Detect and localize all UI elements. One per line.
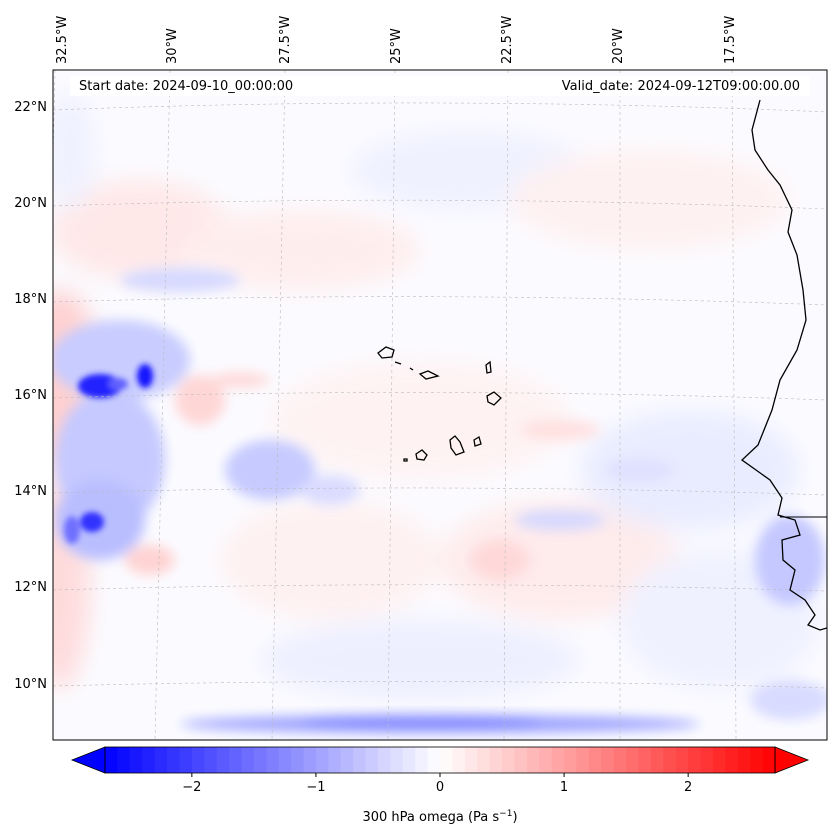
colorbar-label-exponent: −1 [499, 809, 512, 819]
lat-label: 16°N [14, 388, 47, 403]
colorbar-extend-low [70, 746, 106, 774]
colorbar-cells [105, 747, 776, 773]
colorbar-cell [725, 747, 739, 773]
lon-label: 30°W [165, 28, 180, 64]
lat-label: 22°N [14, 100, 47, 115]
colorbar-cell [179, 747, 193, 773]
colorbar-cell [700, 747, 714, 773]
colorbar-cell [266, 747, 280, 773]
colorbar-cell [291, 747, 305, 773]
colorbar-cell [229, 747, 243, 773]
colorbar-cell [712, 747, 726, 773]
colorbar-cell [464, 747, 478, 773]
colorbar-cell [303, 747, 317, 773]
colorbar-tick-label: 1 [560, 780, 568, 795]
lon-label: 20°W [611, 28, 626, 64]
colorbar-cell [539, 747, 553, 773]
lat-label: 14°N [14, 484, 47, 499]
colorbar-cell [167, 747, 181, 773]
colorbar-cell [241, 747, 255, 773]
lat-label: 18°N [14, 292, 47, 307]
colorbar-cell [204, 747, 218, 773]
colorbar-cell [191, 747, 205, 773]
colorbar: −2 −1 0 1 2 300 hPa omega (Pa s−1) [70, 746, 810, 825]
colorbar-cell [278, 747, 292, 773]
colorbar-cell [762, 747, 776, 773]
lon-label: 25°W [389, 28, 404, 64]
colorbar-cell [154, 747, 168, 773]
colorbar-cell [514, 747, 528, 773]
colorbar-cell [340, 747, 354, 773]
colorbar-cell [663, 747, 677, 773]
colorbar-cell [564, 747, 578, 773]
longitude-labels: 32.5°W 30°W 27.5°W 25°W 22.5°W 20°W 17.5… [55, 16, 738, 64]
lon-label: 27.5°W [278, 16, 293, 64]
colorbar-tick-label: 0 [436, 780, 444, 795]
colorbar-cell [328, 747, 342, 773]
colorbar-extend-high [774, 746, 810, 774]
colorbar-cell [588, 747, 602, 773]
lon-label: 32.5°W [55, 16, 70, 64]
gridlines [53, 70, 827, 740]
lat-label: 10°N [14, 677, 47, 692]
colorbar-cell [440, 747, 454, 773]
colorbar-cell [253, 747, 267, 773]
map-panel: Start date: 2024-09-10_00:00:00 Valid_da… [52, 69, 828, 741]
lon-label: 17.5°W [723, 16, 738, 64]
colorbar-cell [737, 747, 751, 773]
latitude-labels: 22°N 20°N 18°N 16°N 14°N 12°N 10°N [14, 100, 47, 692]
colorbar-cell [675, 747, 689, 773]
colorbar-cell [365, 747, 379, 773]
colorbar-cell [650, 747, 664, 773]
colorbar-cell [477, 747, 491, 773]
valid-date-label: Valid_date: 2024-09-12T09:00:00.00 [562, 79, 800, 94]
lat-label: 20°N [14, 196, 47, 211]
colorbar-cell [526, 747, 540, 773]
cape-verde-islands [377, 346, 502, 462]
colorbar-cell [489, 747, 503, 773]
colorbar-ticks: −2 −1 0 1 2 [182, 773, 692, 795]
colorbar-cell [415, 747, 429, 773]
colorbar-cell [216, 747, 230, 773]
omega-field [53, 70, 827, 740]
colorbar-cell [638, 747, 652, 773]
colorbar-cell [117, 747, 131, 773]
colorbar-cell [129, 747, 143, 773]
colorbar-cell [576, 747, 590, 773]
colorbar-tick-label: −1 [306, 780, 325, 795]
colorbar-cell [105, 747, 119, 773]
colorbar-cell [750, 747, 764, 773]
colorbar-cell [601, 747, 615, 773]
colorbar-cell [452, 747, 466, 773]
colorbar-cell [377, 747, 391, 773]
colorbar-cell [353, 747, 367, 773]
colorbar-cell [315, 747, 329, 773]
colorbar-cell [613, 747, 627, 773]
colorbar-cell [427, 747, 441, 773]
coastline-africa [740, 99, 827, 631]
colorbar-label: 300 hPa omega (Pa s−1) [362, 809, 517, 825]
colorbar-cell [390, 747, 404, 773]
colorbar-cell [142, 747, 156, 773]
colorbar-cell [688, 747, 702, 773]
lat-label: 12°N [14, 580, 47, 595]
colorbar-cell [626, 747, 640, 773]
lon-label: 22.5°W [500, 16, 515, 64]
colorbar-tick-label: 2 [684, 780, 692, 795]
colorbar-tick-label: −2 [182, 780, 201, 795]
colorbar-cell [402, 747, 416, 773]
colorbar-cell [551, 747, 565, 773]
start-date-label: Start date: 2024-09-10_00:00:00 [79, 79, 293, 94]
colorbar-cell [502, 747, 516, 773]
